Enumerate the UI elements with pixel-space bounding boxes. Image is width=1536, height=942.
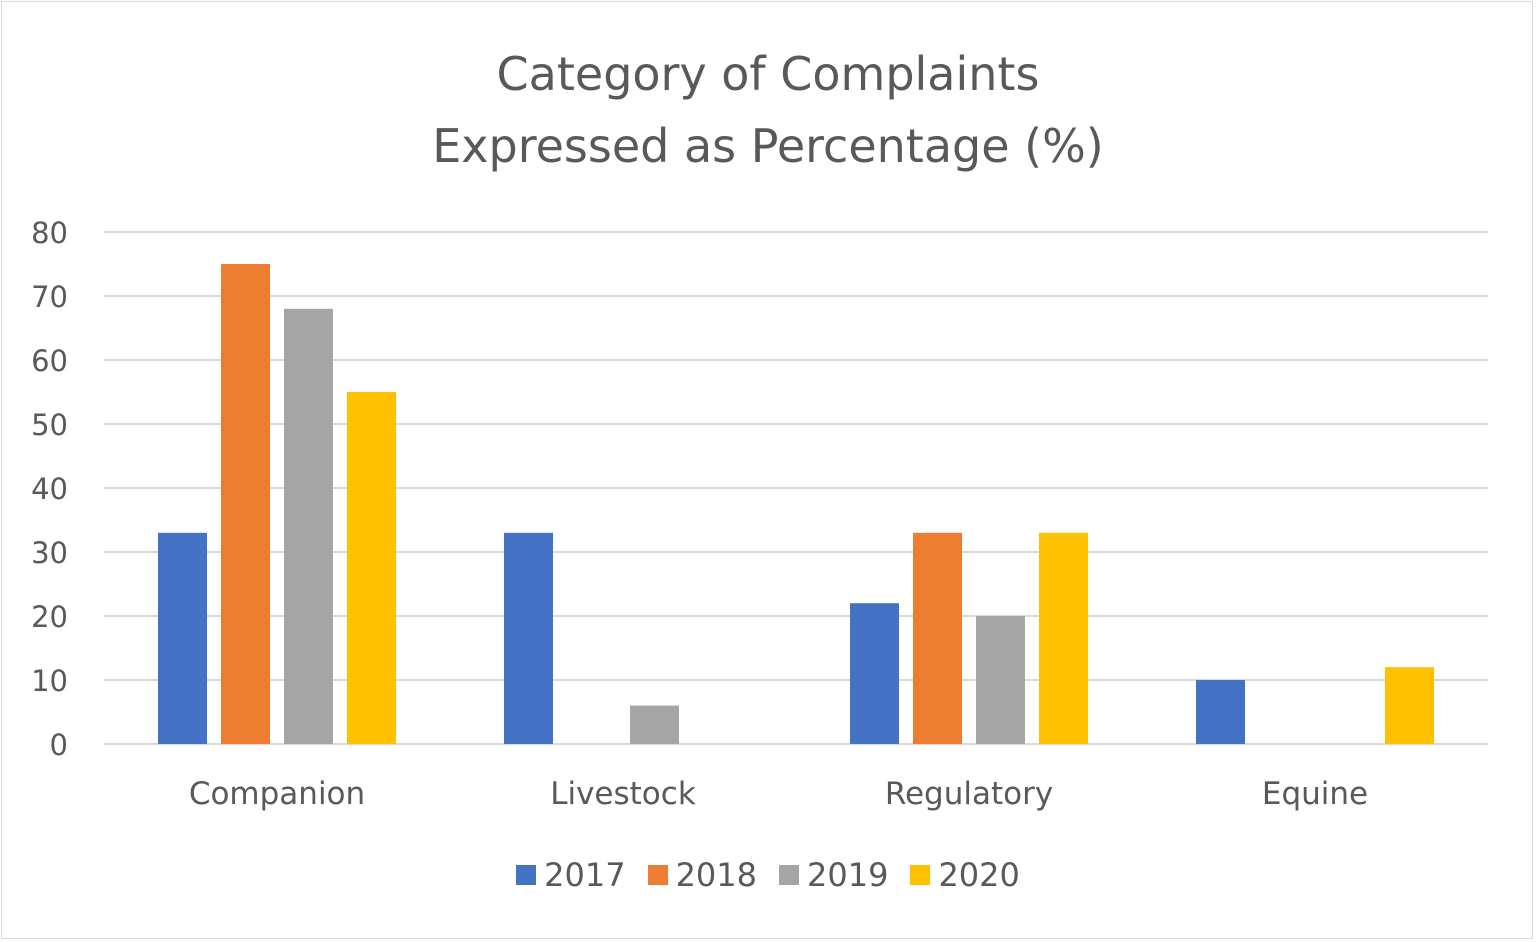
bar-equine-2020	[1385, 667, 1434, 744]
bar-livestock-2017	[504, 532, 553, 744]
y-tick-label: 30	[31, 536, 68, 570]
bar-regulatory-2019	[976, 616, 1025, 744]
x-tick-label: Livestock	[550, 776, 696, 812]
legend-item: 2019	[779, 856, 888, 894]
y-tick-label: 10	[31, 664, 68, 698]
chart-title: Category of Complaints	[496, 47, 1040, 101]
legend-swatch	[910, 865, 931, 885]
y-tick-label: 40	[31, 472, 68, 506]
y-tick-label: 0	[50, 728, 68, 762]
legend-label: 2019	[807, 856, 889, 894]
y-tick-label: 60	[31, 344, 68, 378]
bar-regulatory-2017	[850, 603, 899, 744]
y-tick-label: 20	[31, 600, 68, 634]
legend-item: 2017	[516, 856, 626, 894]
chart-subtitle: Expressed as Percentage (%)	[432, 119, 1104, 173]
x-tick-label: Equine	[1262, 776, 1368, 812]
chart-legend: 2017 2018 2019 2020	[0, 856, 1536, 894]
legend-item: 2020	[910, 856, 1020, 894]
bar-companion-2020	[347, 392, 396, 744]
bar-livestock-2019	[630, 705, 679, 744]
legend-label: 2018	[675, 856, 757, 894]
bar-regulatory-2018	[913, 532, 962, 744]
bar-equine-2017	[1196, 680, 1245, 744]
y-tick-label: 50	[31, 408, 68, 442]
bar-companion-2017	[158, 532, 207, 744]
legend-item: 2018	[647, 856, 757, 894]
legend-label: 2020	[938, 856, 1020, 894]
y-tick-label: 70	[31, 280, 68, 314]
x-tick-label: Companion	[189, 776, 365, 812]
legend-swatch	[516, 865, 537, 885]
legend-label: 2017	[544, 856, 626, 894]
bar-companion-2019	[284, 308, 333, 744]
y-tick-label: 80	[31, 216, 68, 250]
bar-companion-2018	[221, 264, 270, 744]
legend-swatch	[647, 865, 668, 885]
x-tick-label: Regulatory	[885, 776, 1053, 812]
legend-swatch	[779, 865, 799, 885]
bar-regulatory-2020	[1039, 532, 1088, 744]
